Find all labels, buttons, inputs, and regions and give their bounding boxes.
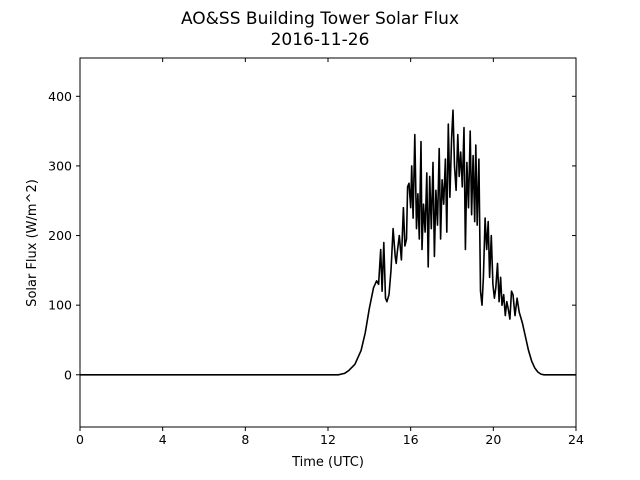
x-tick-label: 8 [241, 432, 249, 447]
y-tick-label: 400 [48, 89, 72, 104]
y-tick-label: 0 [64, 367, 72, 382]
x-tick-label: 0 [76, 432, 84, 447]
chart-title: AO&SS Building Tower Solar Flux [181, 9, 459, 29]
x-tick-label: 16 [403, 432, 419, 447]
x-tick-label: 4 [159, 432, 167, 447]
y-axis-ticks: 0 100 200 300 400 [48, 89, 576, 382]
x-tick-label: 20 [485, 432, 501, 447]
y-tick-label: 300 [48, 158, 72, 173]
x-axis-label: Time (UTC) [291, 455, 364, 470]
y-tick-label: 100 [48, 298, 72, 313]
series-line-0 [80, 109, 576, 376]
x-tick-label: 12 [320, 432, 336, 447]
y-tick-label: 200 [48, 228, 72, 243]
plot-area [80, 109, 576, 376]
x-tick-label: 24 [568, 432, 584, 447]
x-axis-ticks: 0 4 8 12 16 20 24 [76, 58, 584, 447]
y-axis-label: Solar Flux (W/m^2) [25, 179, 40, 307]
plot-frame [79, 57, 577, 428]
chart-subtitle: 2016-11-26 [271, 30, 370, 50]
